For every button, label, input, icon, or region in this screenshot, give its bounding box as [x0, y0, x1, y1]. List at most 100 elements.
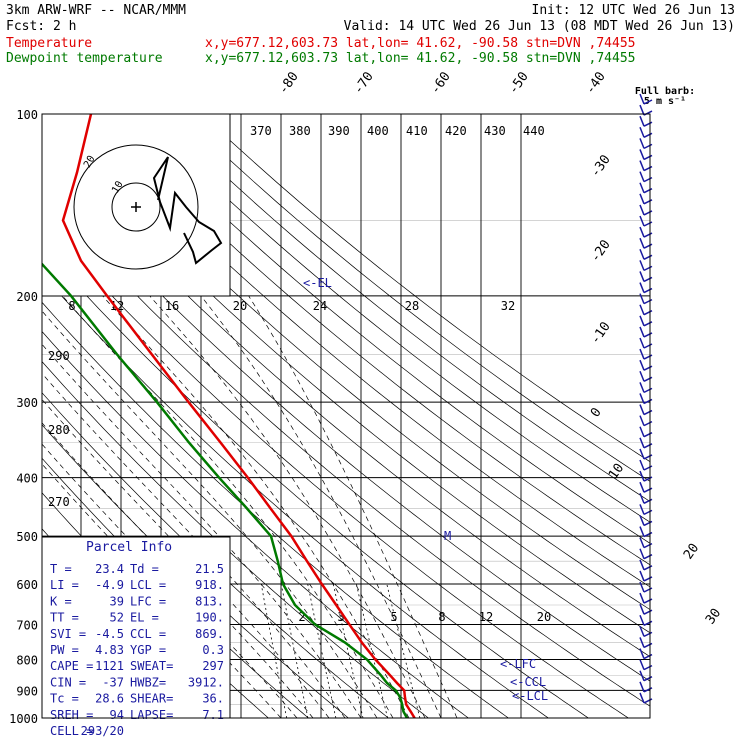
wind-barb [639, 382, 645, 393]
wind-barb [643, 376, 653, 382]
wind-barb [643, 143, 653, 150]
theta-label: 420 [445, 124, 467, 138]
wind-barb [639, 670, 645, 682]
wind-barb [643, 676, 653, 682]
wind-barb [639, 359, 645, 371]
level-annotation: <-LFC [500, 657, 536, 671]
wind-barb [639, 304, 645, 316]
wind-barb [643, 554, 653, 560]
wind-barb [643, 99, 653, 105]
parcel-label: T = [50, 562, 72, 576]
parcel-info-title: Parcel Info [86, 540, 172, 555]
wind-barb [643, 642, 653, 649]
wind-barb [639, 459, 645, 471]
wind-barb [643, 698, 653, 704]
theta-label: 290 [48, 349, 70, 363]
forecast-hour: Fcst: 2 h [6, 19, 76, 34]
parcel-value: 23.4 [95, 562, 124, 576]
wind-barb [639, 470, 645, 482]
moist-adiabat [42, 310, 378, 718]
wind-barb [639, 104, 645, 116]
parcel-label: LAPSE= [130, 708, 173, 722]
dewpoint-legend: Dewpoint temperature [6, 51, 163, 66]
wind-barb [639, 149, 645, 160]
wind-barb [639, 437, 645, 449]
mixing-ratio-label: 5 [390, 610, 397, 624]
wind-barb [643, 476, 653, 482]
wind-barb [639, 348, 645, 360]
isotherm-label: -70 [351, 69, 377, 97]
wind-barb [643, 321, 653, 327]
isotherm-label: -80 [276, 69, 302, 97]
wind-barb [643, 609, 653, 615]
wind-barb [639, 326, 645, 338]
dewpoint-location: x,y=677.12,603.73 lat,lon= 41.62, -90.58… [205, 51, 635, 66]
wind-barb [643, 165, 653, 172]
wind-barb [639, 115, 645, 127]
hodograph-ring-label: 20 [82, 154, 98, 170]
parcel-info-box: Parcel Info T = 23.4 Td = 21.5 LI = -4.9 LCL =… [41, 536, 231, 738]
isotherm-label: 10 [606, 461, 627, 482]
theta-label: 270 [48, 495, 70, 509]
mixing-ratio-label: 12 [479, 610, 493, 624]
theta-label: 380 [289, 124, 311, 138]
parcel-label: CELL = [50, 724, 93, 738]
theta-label: 430 [484, 124, 506, 138]
wind-barb [643, 232, 653, 238]
moist-adiabat [42, 343, 362, 718]
parcel-value: 94 [110, 708, 124, 722]
hodograph-speed-tick: 8 [68, 299, 75, 313]
parcel-value: 293/20 [81, 724, 124, 738]
isotherm-label: -30 [588, 152, 614, 180]
wind-barb [639, 648, 645, 659]
parcel-value: 190. [195, 611, 224, 625]
isotherm-label: -50 [506, 69, 532, 97]
wind-barb [643, 243, 653, 249]
parcel-value: -4.9 [95, 578, 124, 592]
parcel-label: LFC = [130, 594, 166, 608]
wind-barb [643, 454, 653, 460]
wind-barb [639, 614, 645, 626]
wind-barb [643, 420, 653, 427]
moist-adiabat [62, 295, 394, 718]
theta-label: 410 [406, 124, 428, 138]
level-annotation: M [444, 529, 451, 543]
dry-adiabat [201, 114, 650, 463]
temperature-legend: Temperature [6, 36, 92, 51]
moist-adiabat [248, 295, 458, 718]
wind-barb [643, 409, 653, 416]
background-grid [42, 114, 650, 718]
wind-barb [639, 637, 645, 648]
theta-label: 400 [367, 124, 389, 138]
wind-barb [639, 692, 645, 704]
mixing-ratio-label: 3 [337, 610, 344, 624]
level-annotation: <-LCL [512, 689, 548, 703]
pressure-tick-label: 200 [16, 290, 38, 304]
wind-barb [643, 542, 653, 549]
parcel-label: CCL = [130, 627, 166, 641]
temperature-profile [61, 114, 416, 718]
wind-barb [639, 592, 645, 604]
parcel-value: 36. [202, 692, 224, 706]
parcel-value: 1121 [95, 659, 124, 673]
wind-barb [639, 182, 645, 194]
valid-time: Valid: 14 UTC Wed 26 Jun 13 (08 MDT Wed … [344, 19, 735, 34]
pressure-tick-label: 1000 [9, 712, 38, 726]
parcel-label: EL = [130, 611, 159, 625]
wind-barb [643, 121, 653, 127]
wind-barb [643, 265, 653, 272]
hodograph-inset: 10 20 [41, 113, 231, 297]
parcel-value: 813. [195, 594, 224, 608]
wind-barb [639, 526, 645, 537]
level-annotation: <-EL [303, 276, 332, 290]
wind-barb [639, 481, 645, 493]
wind-barb [639, 260, 645, 271]
isotherm-label: 0 [588, 405, 605, 420]
dry-adiabat [42, 193, 650, 707]
parcel-label: SVI = [50, 627, 86, 641]
dry-adiabat [42, 246, 589, 718]
parcel-value: 21.5 [195, 562, 224, 576]
parcel-value: -37 [102, 675, 124, 689]
isotherm-label: -20 [588, 237, 614, 265]
mixing-ratio-label: 8 [438, 610, 445, 624]
